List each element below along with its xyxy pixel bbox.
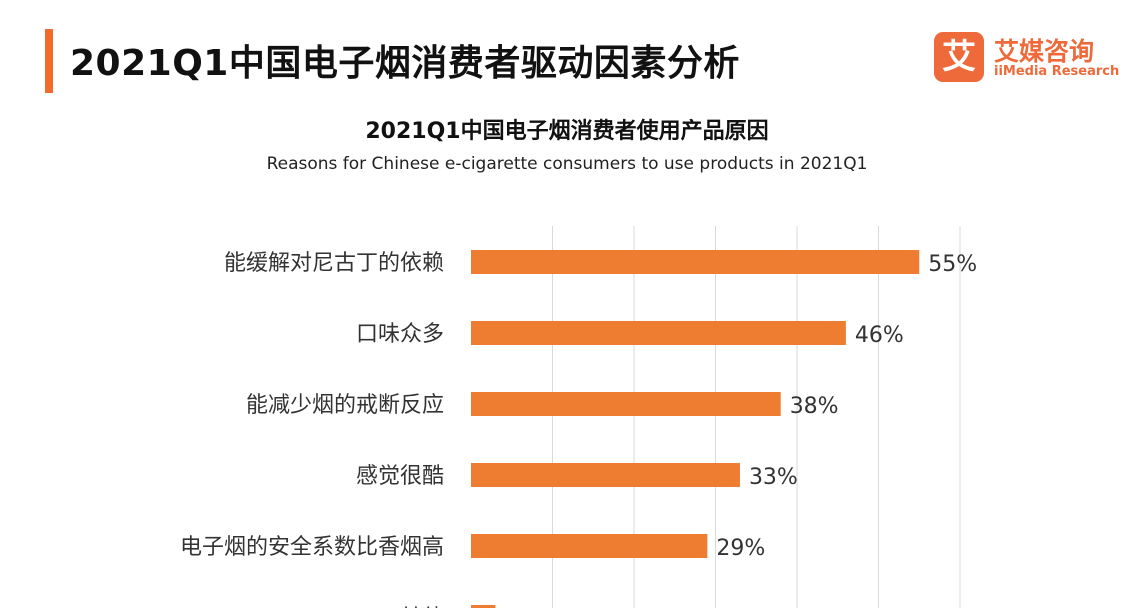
data-label: 29% xyxy=(716,536,765,561)
logo-name-cn: 艾媒咨询 xyxy=(994,37,1095,66)
bar xyxy=(471,321,846,345)
data-label: 38% xyxy=(790,394,839,419)
bar xyxy=(471,463,740,487)
bar xyxy=(471,605,496,608)
category-label: 感觉很酷 xyxy=(356,464,444,489)
iimedia-logo: 艾 艾媒咨询 iiMedia Research xyxy=(934,30,1119,86)
category-label: 其他 xyxy=(400,606,444,608)
data-label: 55% xyxy=(928,252,977,277)
data-label: 46% xyxy=(855,323,904,348)
chart-title: 2021Q1中国电子烟消费者使用产品原因 xyxy=(365,119,769,144)
page-title: 2021Q1中国电子烟消费者驱动因素分析 xyxy=(70,43,740,84)
bar xyxy=(471,392,781,416)
data-label: 33% xyxy=(749,465,798,490)
title-accent-bar xyxy=(45,29,53,93)
bar xyxy=(471,250,920,274)
category-label: 能减少烟的戒断反应 xyxy=(246,393,444,418)
logo-mark-icon: 艾 xyxy=(934,32,984,82)
logo-name-en: iiMedia Research xyxy=(994,64,1120,79)
bar xyxy=(471,534,708,558)
category-label: 电子烟的安全系数比香烟高 xyxy=(180,535,444,560)
category-label: 口味众多 xyxy=(356,322,444,347)
category-label: 能缓解对尼古丁的依赖 xyxy=(224,251,444,276)
chart-subtitle: Reasons for Chinese e-cigarette consumer… xyxy=(266,154,868,174)
